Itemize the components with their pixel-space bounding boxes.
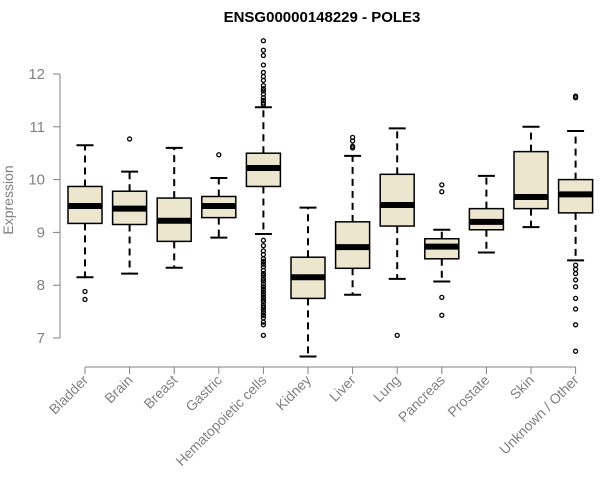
box-lung (379, 127, 415, 339)
outlier-point (126, 136, 133, 142)
outlier-point (260, 88, 267, 94)
x-tick-label: Kidney (273, 372, 315, 414)
outlier-point (572, 348, 579, 354)
outlier-point (260, 101, 267, 108)
box-hematopoietic-cells (245, 38, 282, 339)
outlier-point (260, 292, 267, 298)
outlier-point (260, 319, 267, 325)
outlier-point (260, 82, 267, 89)
outlier-point (216, 152, 222, 158)
outlier-point (260, 258, 267, 265)
outlier-point (439, 182, 445, 188)
chart-title: ENSG00000148229 - POLE3 (224, 9, 421, 26)
outlier-point (572, 295, 579, 302)
outlier-point (260, 299, 267, 305)
outlier-point (260, 273, 267, 279)
outlier-point (260, 278, 267, 284)
outlier-point (439, 312, 445, 318)
outlier-point (260, 322, 267, 328)
outlier-point (260, 276, 267, 282)
x-tick-label: Gastric (182, 372, 225, 415)
x-tick-label: Liver (326, 372, 359, 405)
outlier-point (260, 52, 267, 59)
outlier-point (260, 267, 267, 274)
box-liver (334, 134, 371, 296)
outlier-point (260, 242, 267, 249)
box-gastric (201, 152, 237, 239)
outlier-point (260, 256, 267, 262)
y-tick-label: 11 (29, 119, 45, 136)
outlier-point (572, 322, 579, 328)
outlier-point (260, 47, 267, 53)
outlier-point (82, 296, 88, 303)
x-tick-label: Unknown / Other (496, 372, 582, 458)
y-tick-label: 9 (37, 224, 45, 241)
outlier-point (260, 307, 267, 313)
outlier-point (260, 289, 267, 295)
outlier-point (572, 270, 579, 277)
iqr-box (513, 150, 549, 210)
outlier-point (260, 302, 267, 308)
outlier-point (260, 281, 267, 287)
outlier-point (260, 312, 267, 318)
box-brain (111, 136, 148, 275)
box-prostate (468, 174, 505, 254)
boxes (67, 38, 594, 358)
outlier-point (572, 95, 579, 101)
outlier-point (260, 284, 267, 290)
box-kidney (290, 206, 326, 358)
outlier-point (349, 145, 356, 151)
x-tick-label: Breast (140, 372, 180, 412)
outlier-point (260, 62, 267, 68)
outlier-point (260, 237, 267, 243)
box-pancreas (424, 182, 460, 318)
x-tick-label: Bladder (46, 372, 92, 418)
box-skin (513, 125, 549, 229)
outlier-point (572, 262, 579, 268)
outlier-point (439, 189, 445, 195)
outlier-point (260, 86, 267, 92)
outlier-point (260, 77, 267, 83)
outlier-point (260, 251, 267, 258)
outlier-point (260, 261, 267, 267)
outlier-point (260, 95, 267, 101)
outlier-point (349, 138, 356, 144)
box-bladder (67, 144, 103, 303)
outlier-point (260, 286, 267, 293)
outlier-point (394, 332, 400, 339)
x-tick-label: Pancreas (395, 372, 448, 425)
x-tick-label: Prostate (444, 372, 492, 420)
x-tick-label: Brain (101, 372, 135, 406)
outlier-point (572, 277, 579, 283)
outlier-point (572, 284, 579, 290)
outlier-point (439, 294, 445, 300)
box-breast (156, 146, 192, 269)
outlier-point (260, 69, 267, 76)
y-tick-label: 7 (37, 330, 45, 347)
y-tick-label: 8 (37, 277, 45, 294)
outlier-point (260, 332, 267, 339)
x-tick-label: Lung (370, 372, 403, 405)
outlier-point (260, 270, 267, 277)
x-tick-label: Skin (507, 372, 538, 403)
outlier-point (82, 288, 88, 295)
y-axis-label: Expression (0, 165, 16, 234)
outlier-point (260, 294, 267, 300)
box-unknown-other (557, 93, 594, 354)
outlier-point (260, 38, 267, 44)
outlier-point (260, 304, 267, 311)
axes: 7 8 9 10 11 12 (28, 66, 577, 374)
y-tick-label: 12 (28, 66, 45, 83)
outlier-point (572, 306, 579, 312)
outlier-point (572, 266, 579, 273)
outlier-point (260, 297, 267, 303)
iqr-box (379, 173, 415, 227)
y-tick-label: 10 (28, 172, 45, 189)
outlier-point (260, 310, 267, 316)
